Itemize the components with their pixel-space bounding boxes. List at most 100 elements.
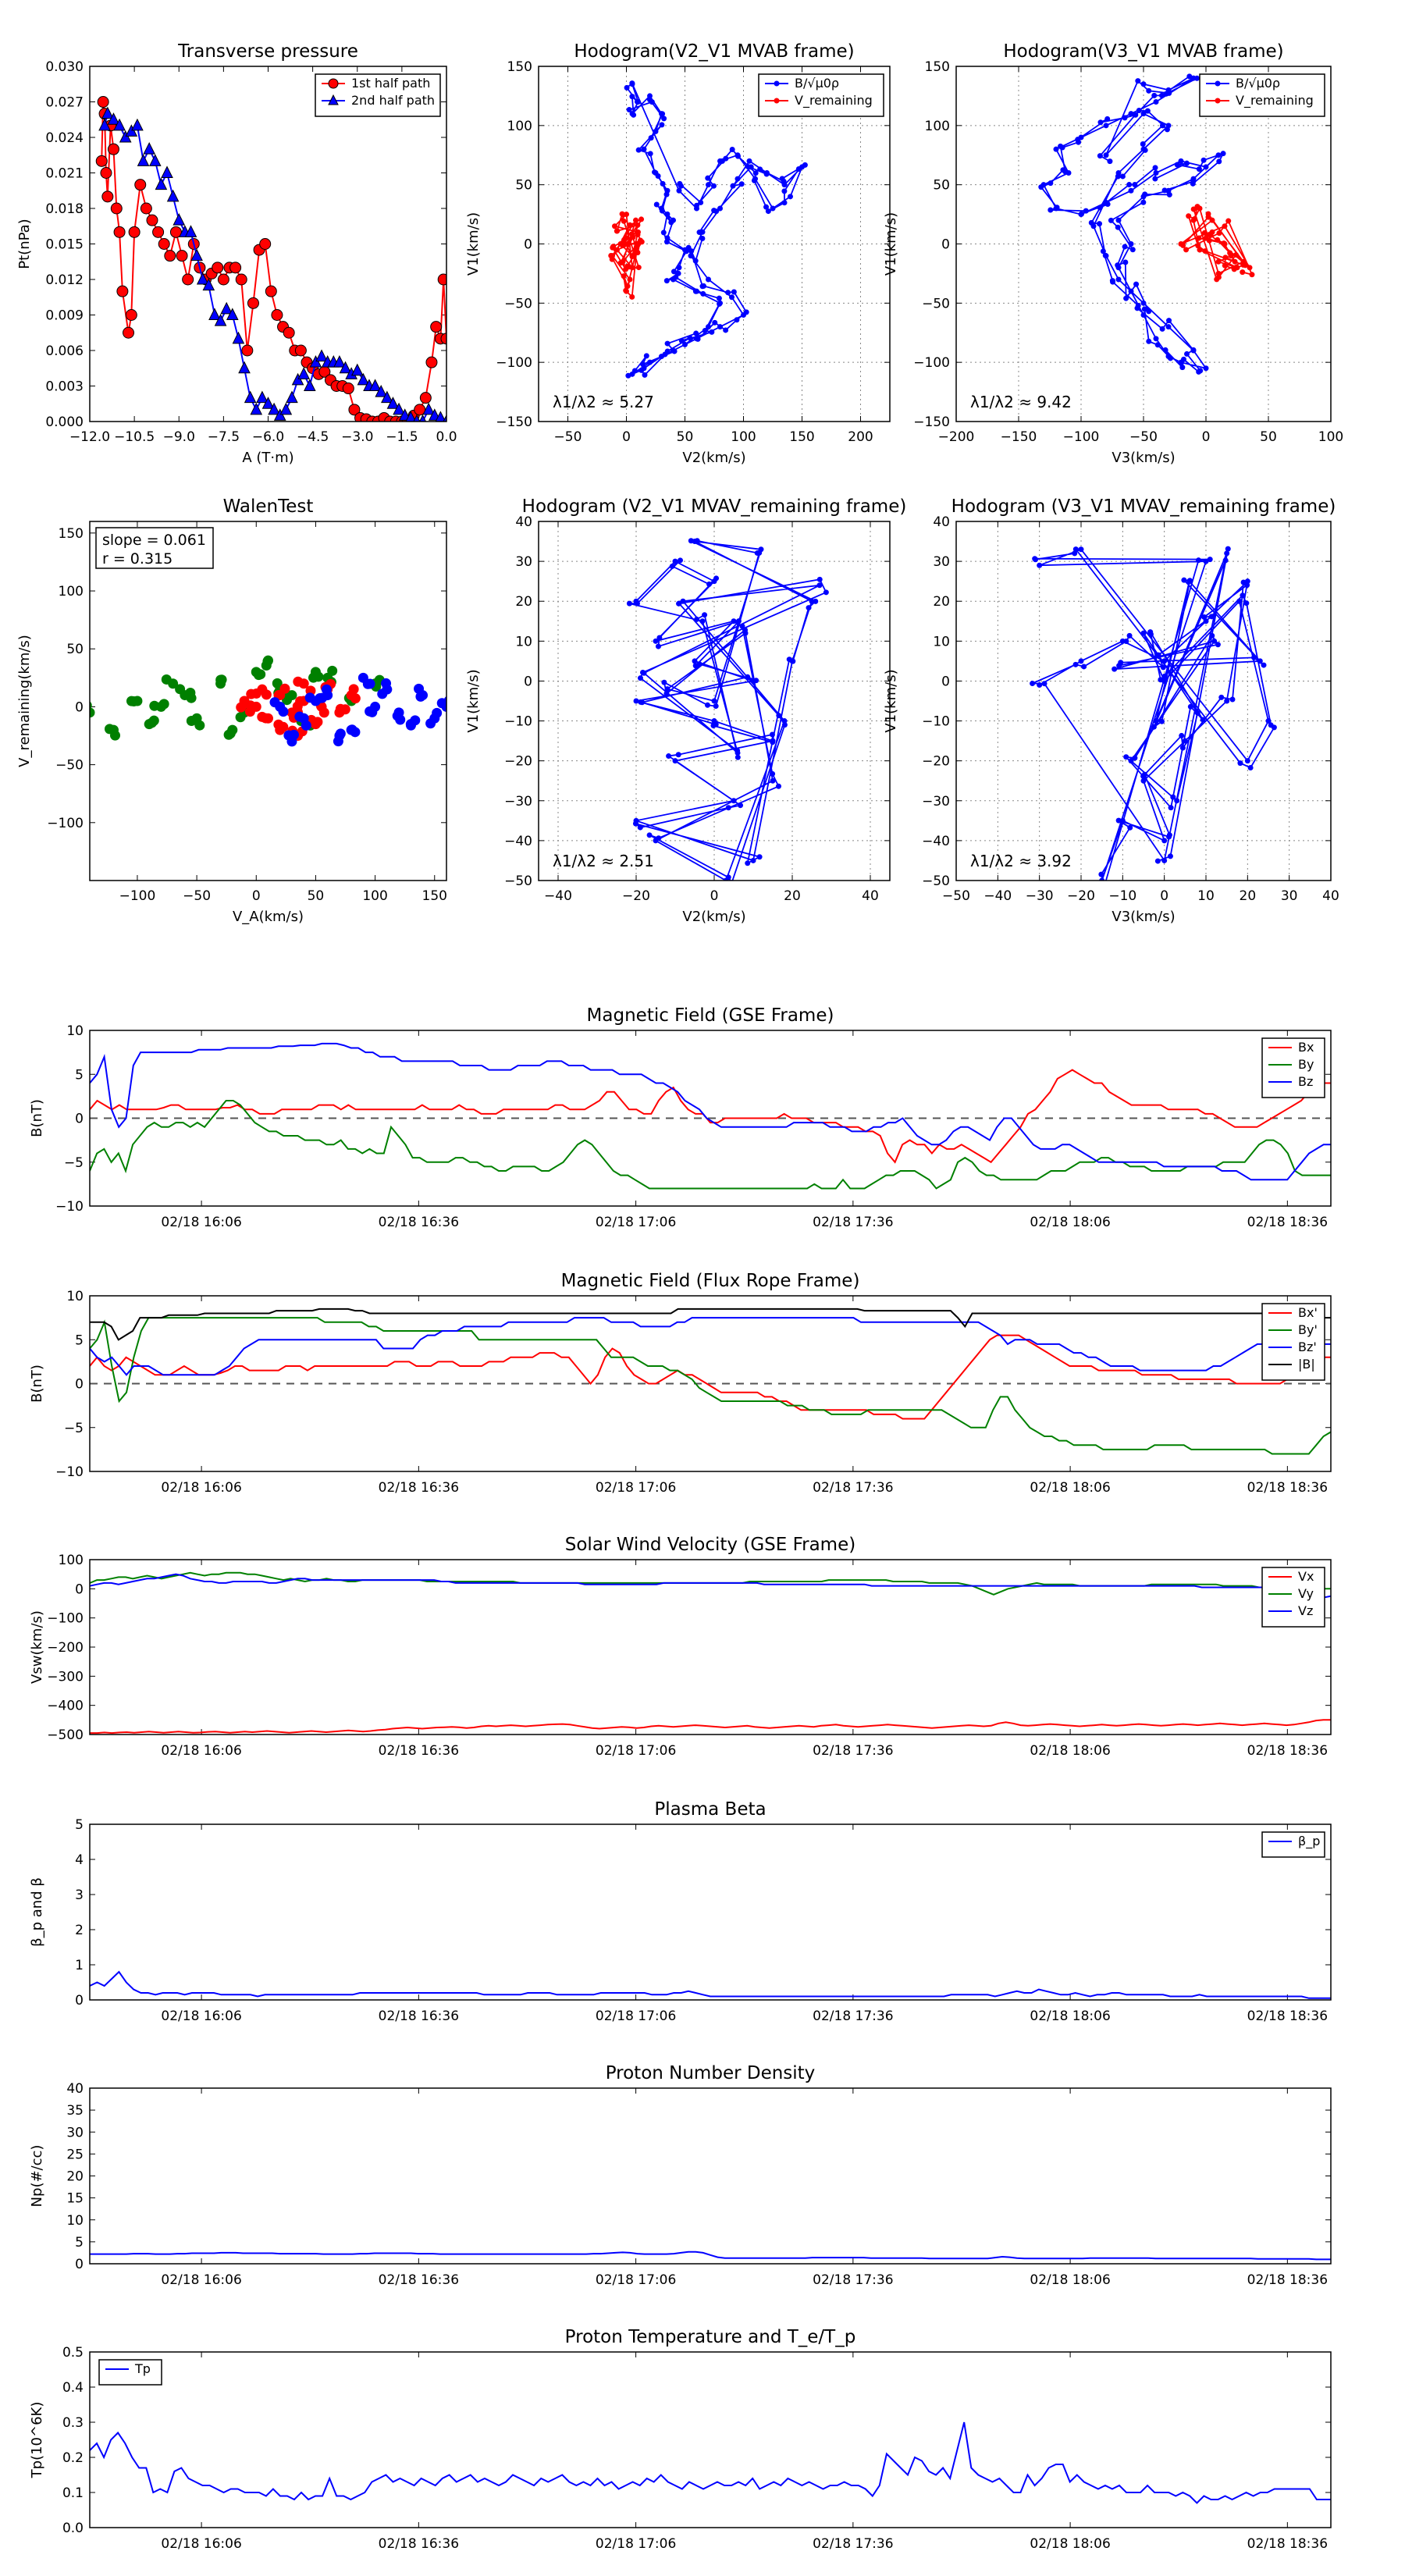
series-b-0--point xyxy=(659,208,665,214)
plot-area xyxy=(90,1042,1331,1190)
x-tick-label: 40 xyxy=(862,888,879,904)
series-b-0--point xyxy=(688,253,694,259)
series-b-0--point xyxy=(652,169,658,176)
series-b-0--point xyxy=(1097,205,1103,211)
series-1st-half-path-marker xyxy=(182,273,194,286)
series-b-0--point xyxy=(699,283,706,290)
panel-p10: Plasma Beta 02/18 16:06 02/18 16:36 02/18 1… xyxy=(29,1799,1332,2024)
x-axis-label: V2(km/s) xyxy=(682,909,745,925)
series-b-0--point xyxy=(725,290,731,296)
series-s0-point xyxy=(1211,638,1218,644)
y-tick-label: 0.5 xyxy=(62,2345,84,2361)
axes-frame xyxy=(89,66,447,422)
series-s0-point xyxy=(756,550,763,556)
legend: Bx By Bz xyxy=(1261,1037,1325,1098)
legend-label: V_remaining xyxy=(1236,93,1314,109)
series-s2-point xyxy=(415,691,426,702)
series-2nd-half-path-marker xyxy=(190,248,203,262)
series-b-0--point xyxy=(693,202,699,208)
y-tick-label: 0.012 xyxy=(45,272,84,288)
series-s0-point xyxy=(745,860,751,866)
series-s0-point xyxy=(1174,798,1180,804)
x-tick-label: 02/18 17:36 xyxy=(813,1215,893,1230)
series-s0-point xyxy=(704,702,710,708)
series-s1-point xyxy=(350,693,361,704)
series-s0-point xyxy=(1268,722,1274,728)
x-tick-label: 02/18 18:06 xyxy=(1030,1743,1110,1759)
series-s0-point xyxy=(1247,764,1254,770)
series-v-remaining-point xyxy=(638,216,645,222)
series-v-remaining-point xyxy=(624,263,631,269)
series-b-0--point xyxy=(695,336,701,342)
series-b-0--point xyxy=(640,361,646,368)
series-s0-point xyxy=(745,674,751,680)
y-axis-label: Np(#/cc) xyxy=(29,2145,45,2208)
series-b-0--point xyxy=(706,276,711,283)
series-v-remaining-point xyxy=(638,239,645,245)
series-v-remaining-point xyxy=(1227,250,1233,256)
series-b-0--point xyxy=(1122,259,1129,265)
series-b-0--point xyxy=(702,327,708,333)
series-b-0--point xyxy=(1183,350,1190,357)
series-s0-point xyxy=(1154,858,1161,864)
x-tick-label: 02/18 18:36 xyxy=(1247,1480,1328,1496)
series-s0-point xyxy=(255,669,266,680)
series-b-0--point xyxy=(655,173,661,179)
series-v-remaining-point xyxy=(628,231,635,237)
x-tick-label: 02/18 16:36 xyxy=(379,1480,459,1496)
series-b-0--point xyxy=(1136,108,1142,114)
series-b-0--point xyxy=(678,338,685,344)
series-b-0--point xyxy=(717,301,723,307)
series-s0-point xyxy=(1179,745,1186,751)
series-2nd-half-path-marker xyxy=(304,379,316,391)
x-tick-label: −50 xyxy=(183,888,211,904)
y-axis-label: B(nT) xyxy=(29,1099,45,1137)
series-b-0--point xyxy=(1115,173,1121,180)
series-2nd-half-path-marker xyxy=(443,414,446,422)
series-2nd-half-path-marker xyxy=(350,363,364,376)
series-2nd-half-path-marker xyxy=(297,367,311,379)
series-b-0--point xyxy=(676,265,682,271)
series-b-0--line xyxy=(1040,75,1225,373)
series-b-0--point xyxy=(625,372,631,379)
series-s0-point xyxy=(1218,694,1225,700)
x-tick-label: 0 xyxy=(252,888,261,904)
series-s0-point xyxy=(656,835,662,841)
y-tick-label: −40 xyxy=(922,834,950,849)
series-s0-point xyxy=(769,731,775,738)
series-s0-point xyxy=(637,675,643,681)
axes-frame xyxy=(538,66,891,422)
series-2nd-half-path-marker xyxy=(256,390,269,404)
series-bx--line xyxy=(90,1334,1331,1420)
series-s0-point xyxy=(696,661,702,667)
series-s2-point xyxy=(362,678,373,689)
axes-frame xyxy=(89,2087,1332,2265)
series-s0-point xyxy=(327,665,338,676)
x-tick-label: 02/18 18:06 xyxy=(1030,1480,1110,1496)
series-b-0--point xyxy=(710,183,717,189)
x-tick-label: −12.0 xyxy=(69,429,110,445)
y-tick-label: 20 xyxy=(66,2169,84,2185)
series-s0-point xyxy=(1037,562,1043,568)
series-v-remaining-point xyxy=(621,237,628,243)
series-b-0--point xyxy=(1038,184,1044,190)
series-1st-half-path-marker xyxy=(229,262,242,274)
x-tick-label: 50 xyxy=(677,429,694,445)
y-tick-label: −50 xyxy=(55,758,84,774)
series-b-0--point xyxy=(1083,208,1089,214)
legend-label: Bz xyxy=(1298,1074,1313,1089)
series-b-0--point xyxy=(1153,170,1159,176)
series-s0-point xyxy=(816,576,823,582)
annotation-text: r = 0.315 xyxy=(102,550,173,568)
series-s2-point xyxy=(288,729,299,740)
series-s0-point xyxy=(713,703,719,710)
series-b-0--point xyxy=(1140,111,1147,117)
y-tick-label: 10 xyxy=(66,1023,84,1039)
annotation-text: λ1/λ2 ≈ 5.27 xyxy=(553,393,654,411)
series-1st-half-path-marker xyxy=(101,190,114,203)
series-v-remaining-line xyxy=(1180,205,1254,281)
series-s0-point xyxy=(1187,703,1193,710)
series-s0-point xyxy=(806,605,812,611)
x-tick-label: 02/18 16:06 xyxy=(161,2536,241,2552)
series-2nd-half-path-marker xyxy=(418,414,427,422)
